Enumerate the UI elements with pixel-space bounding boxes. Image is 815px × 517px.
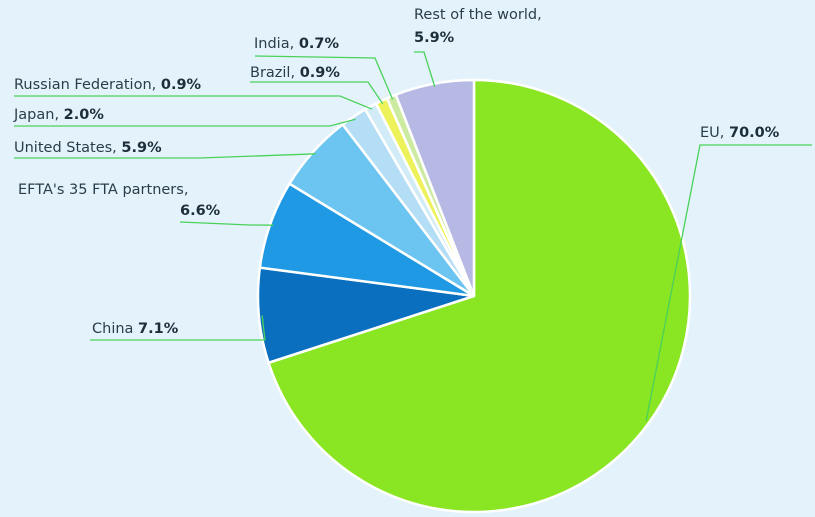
label-japan: Japan, 2.0% <box>13 107 104 123</box>
label-united-states: United States, 5.9% <box>14 140 162 156</box>
leader-efta-s-35-fta-partners <box>179 221 274 226</box>
pie-slices <box>256 78 692 514</box>
leader-india <box>254 55 394 100</box>
label-eu: EU, 70.0% <box>700 125 780 141</box>
leader-rest-of-the-world <box>414 51 436 88</box>
label-india: India, 0.7% <box>254 36 339 52</box>
leader-brazil <box>250 81 384 105</box>
leader-eu <box>645 144 812 422</box>
leader-japan <box>14 118 356 127</box>
leader-united-states <box>14 153 316 159</box>
label-efta-value: 6.6% <box>180 203 221 219</box>
leader-russian-federation <box>14 95 373 110</box>
label-rest-of-world: Rest of the world, <box>414 7 542 23</box>
label-russian-federation: Russian Federation, 0.9% <box>14 77 202 93</box>
label-china: China 7.1% <box>92 321 179 337</box>
leader-lines <box>14 51 812 422</box>
slice-eu <box>266 78 692 514</box>
label-brazil: Brazil, 0.9% <box>250 65 340 81</box>
label-efta: EFTA's 35 FTA partners, <box>18 182 188 198</box>
label-rest-of-world-value: 5.9% <box>414 30 455 46</box>
leader-china <box>90 315 266 341</box>
